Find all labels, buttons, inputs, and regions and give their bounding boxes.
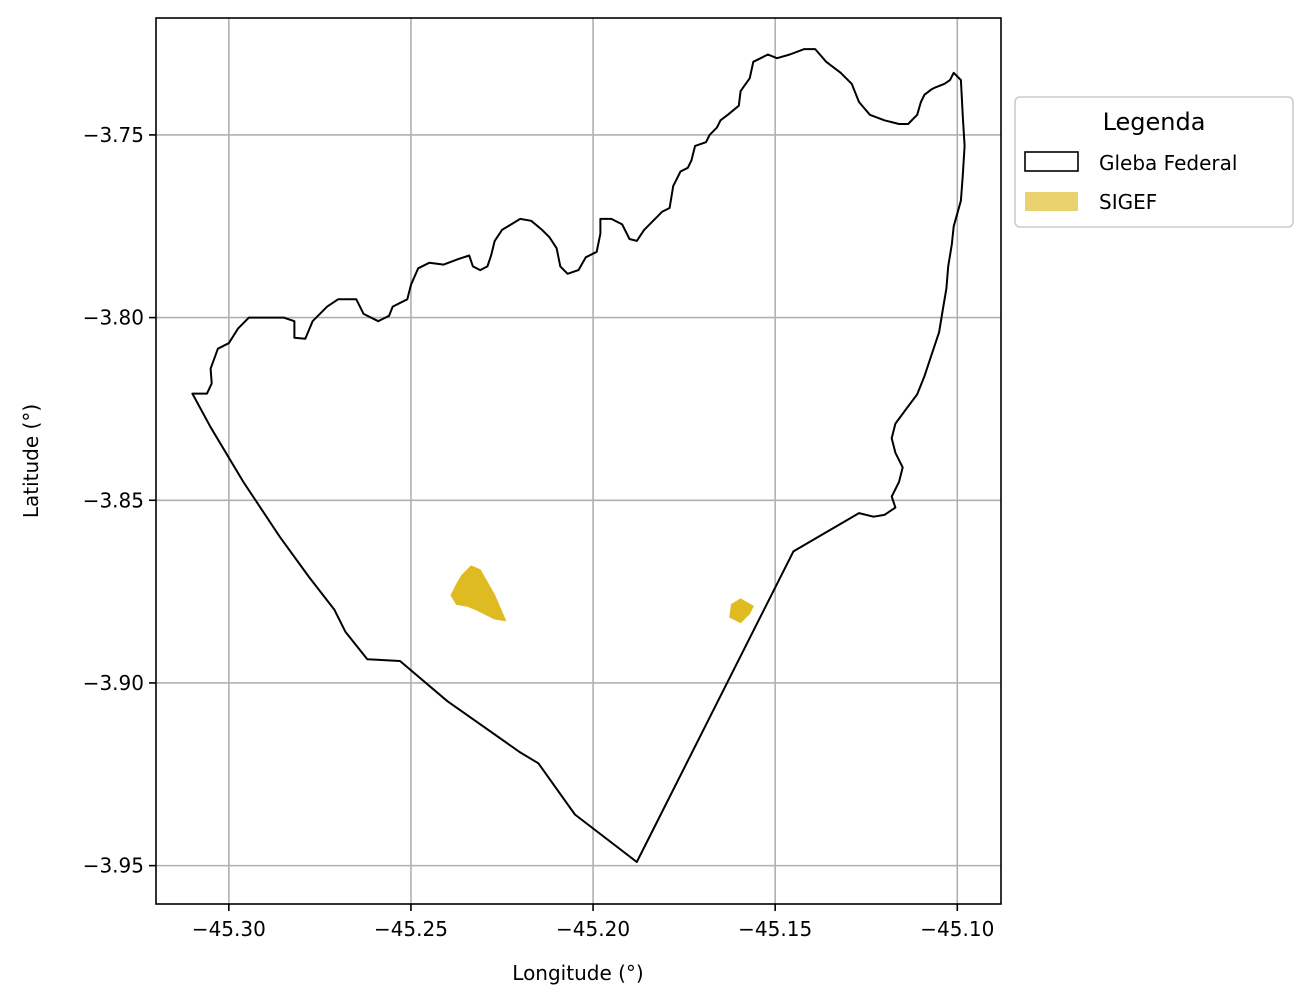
legend-label-sigef: SIGEF [1099, 190, 1157, 214]
x-axis-ticks: −45.30 −45.25 −45.20 −45.15 −45.10 [192, 904, 994, 941]
x-axis-label: Longitude (°) [512, 961, 643, 985]
map-layers [191, 48, 966, 863]
legend-label-gleba-federal: Gleba Federal [1099, 151, 1237, 175]
x-tick-label: −45.20 [556, 917, 630, 941]
x-tick-label: −45.15 [738, 917, 812, 941]
legend: Legenda Gleba Federal SIGEF [1014, 96, 1294, 228]
legend-swatch-gleba-federal [1024, 151, 1079, 172]
axes-frame [155, 17, 1002, 905]
plot-area [155, 17, 1002, 905]
legend-swatch-sigef [1025, 192, 1078, 211]
legend-frame [1014, 96, 1294, 228]
x-tick-label: −45.10 [920, 917, 994, 941]
y-tick-label: −3.95 [83, 854, 144, 878]
grid-lines [156, 18, 1001, 904]
y-tick-label: −3.75 [83, 123, 144, 147]
x-tick-label: −45.30 [192, 917, 266, 941]
y-tick-label: −3.90 [83, 671, 144, 695]
x-tick-label: −45.25 [374, 917, 448, 941]
sigef-parcel-2 [729, 598, 754, 624]
sigef-parcel-1 [450, 565, 507, 622]
y-tick-label: −3.80 [83, 306, 144, 330]
y-axis-label: Latitude (°) [19, 404, 43, 518]
legend-title: Legenda [1103, 108, 1206, 136]
gleba-federal-boundary [191, 48, 966, 863]
y-tick-label: −3.85 [83, 488, 144, 512]
y-axis-ticks: −3.75 −3.80 −3.85 −3.90 −3.95 [83, 123, 156, 878]
